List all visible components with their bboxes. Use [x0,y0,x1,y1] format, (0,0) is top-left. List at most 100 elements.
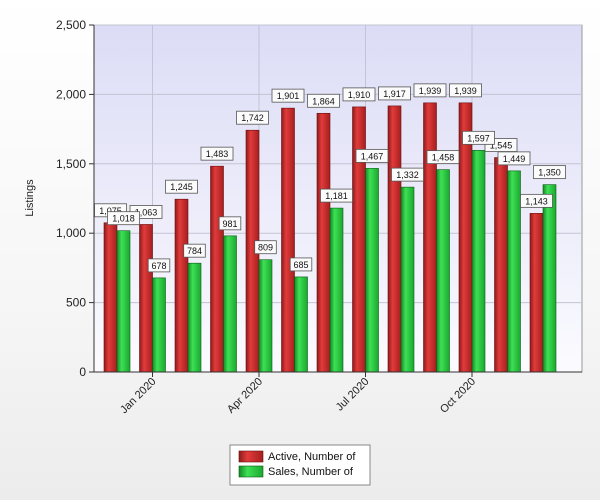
data-label-text: 784 [187,246,202,256]
data-label-text: 1,018 [112,214,135,224]
data-label: 685 [289,257,313,272]
bar-sales [329,207,344,373]
data-label-text: 1,467 [361,151,384,161]
bar-sales [507,170,521,373]
data-label-box [107,211,140,226]
bar-active [529,213,544,373]
data-label: 1,910 [342,87,376,102]
data-label-box [254,240,277,255]
data-label-box [236,110,269,125]
data-label-text: 1,917 [383,89,406,99]
data-labels: 1,075 1,063 1,245 1,483 1,742 1,901 1,864 1,910… [94,83,566,273]
data-label-box [183,243,206,258]
data-label-text: 981 [222,219,237,229]
data-label: 784 [183,243,206,258]
data-label-box [378,86,411,101]
data-label-box [520,193,553,208]
bar-active [103,222,118,373]
bar-sales [258,259,273,373]
data-label: 1,018 [107,211,140,226]
y-tick-label: 1,000 [56,226,86,240]
data-label: 1,483 [200,146,234,161]
data-label-text: 1,483 [206,149,229,159]
bar-active [387,105,402,373]
legend-swatch-sales [238,465,264,478]
x-tick-label: Apr 2020 [225,376,265,416]
data-label: 1,458 [426,150,460,165]
bar-sales [116,230,131,373]
data-label-box [449,83,482,98]
y-tick-label: 2,000 [56,87,86,101]
data-label-box [342,87,376,102]
data-label-text: 1,181 [325,191,348,201]
legend-swatch-active [238,450,264,463]
x-tick-label: Jul 2020 [334,376,372,414]
x-tick-label: Oct 2020 [438,376,478,416]
data-label-box [426,150,460,165]
y-tick-label: 0 [79,365,86,379]
y-tick-label: 1,500 [56,157,86,171]
data-label-box [533,165,566,180]
bar-active [281,107,295,373]
data-label-text: 1,332 [396,170,419,180]
data-label-text: 1,063 [135,207,158,217]
data-label-box [147,258,171,273]
data-label-box [497,151,531,166]
bar-sales [436,169,450,373]
data-label-text: 678 [151,261,166,271]
data-label-text: 1,864 [312,96,335,106]
data-label-text: 1,075 [99,206,122,216]
data-label-text: 1,143 [525,196,548,206]
bar-active [494,157,508,373]
bar-active [316,112,331,373]
bar-sales [365,168,379,373]
data-label-box [165,179,198,194]
legend-label-sales: Sales, Number of [268,466,354,478]
bar-sales [471,150,486,373]
data-label-text: 1,350 [538,168,561,178]
data-label-text: 1,458 [432,153,455,163]
data-label: 1,143 [520,193,553,208]
data-label-box [307,93,340,108]
bar-sales [187,262,202,373]
data-label: 981 [218,216,242,231]
data-label-text: 1,742 [241,113,264,123]
y-axis-label: Listings [24,179,36,217]
data-label-text: 1,939 [419,86,442,96]
data-label-box [320,188,353,203]
legend-label-active: Active, Number of [268,451,356,463]
y-tick-label: 500 [66,296,86,310]
data-label: 1,939 [449,83,482,98]
bar-sales [542,184,557,373]
data-label-box [289,257,313,272]
data-label-box [413,83,447,98]
data-label: 809 [254,240,277,255]
data-label-box [218,216,242,231]
bar-active [423,102,437,373]
data-label-text: 1,245 [170,182,193,192]
data-label-text: 1,449 [503,154,526,164]
bar-sales [294,276,308,373]
data-label: 1,449 [497,151,531,166]
data-label-text: 1,545 [490,141,513,151]
data-label: 1,742 [236,110,269,125]
data-label: 1,864 [307,93,340,108]
data-label-box [462,130,495,145]
data-label-text: 1,910 [348,90,371,100]
bar-sales [223,235,237,373]
data-label: 1,245 [165,179,198,194]
y-tick-label: 2,500 [56,18,86,32]
legend: Active, Number of Sales, Number of [229,444,371,486]
data-label: 1,332 [391,167,424,182]
data-label: 678 [147,258,171,273]
bar-active [139,224,153,373]
x-tick-label: Jan 2020 [118,376,158,416]
bar-sales [400,186,415,373]
data-label: 1,181 [320,188,353,203]
data-label-box [391,167,424,182]
bar-active [210,165,224,373]
data-label-text: 1,597 [467,133,490,143]
data-label-text: 1,901 [277,91,300,101]
